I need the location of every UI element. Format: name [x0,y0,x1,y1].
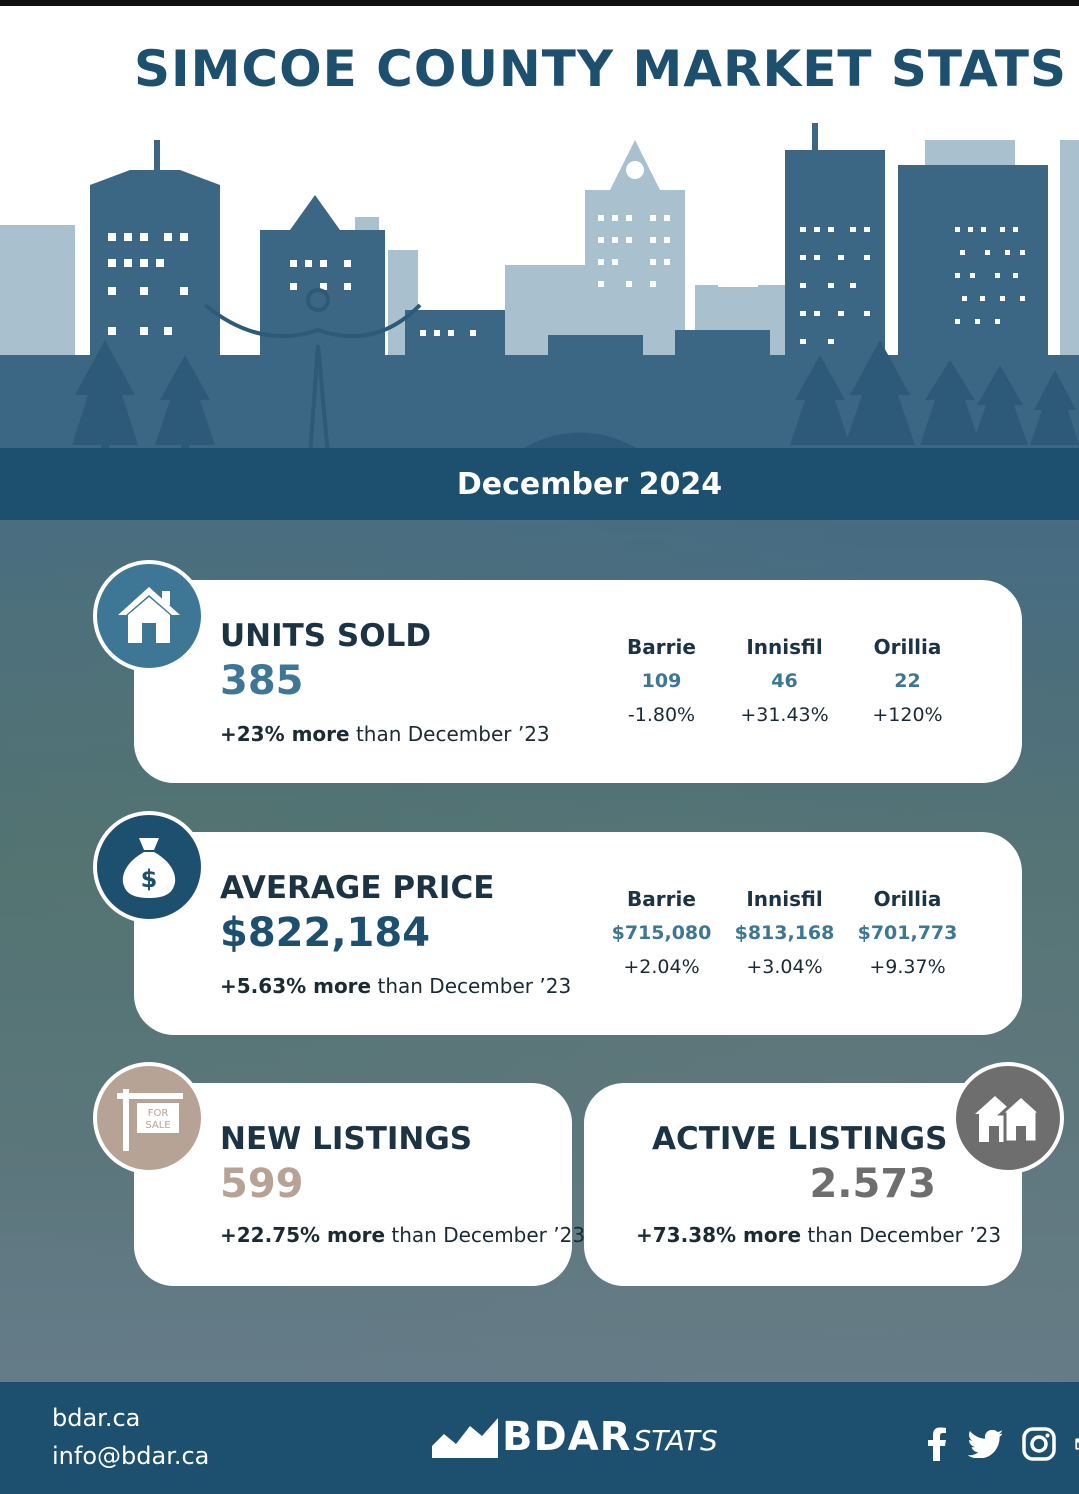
period-band: December 2024 [0,448,1079,520]
town-name: Innisfil [746,887,823,911]
town-value: $813,168 [734,922,835,944]
twitter-icon[interactable] [967,1424,1003,1464]
town-change: +2.04% [623,956,700,978]
town-name: Orillia [873,887,942,911]
town-column-barrie: Barrie $715,080 +2.04% [600,882,723,984]
brand-name: BDAR [502,1414,632,1460]
chart-logo-icon [430,1414,500,1458]
new-listings-value: 599 [220,1161,304,1207]
town-value: $701,773 [857,922,958,944]
for-sale-sign-icon: FOR SALE [93,1062,205,1174]
active-listings-heading: ACTIVE LISTINGS [652,1121,948,1157]
page-title: SIMCOE COUNTY MARKET STATS [134,40,1068,98]
town-value: $715,080 [611,922,712,944]
period-label: December 2024 [456,466,723,502]
town-name: Innisfil [746,635,823,659]
skyline-illustration [0,123,1079,455]
town-column-barrie: Barrie 109 -1.80% [600,630,723,732]
town-name: Barrie [627,635,696,659]
town-column-orillia: Orillia 22 +120% [846,630,969,732]
average-price-towns: Barrie $715,080 +2.04% Innisfil $813,168… [600,882,969,984]
average-price-value: $822,184 [220,910,431,956]
town-column-orillia: Orillia $701,773 +9.37% [846,882,969,984]
town-change: -1.80% [627,704,696,726]
units-sold-value: 385 [220,658,304,704]
active-listings-note: +73.38% more than December ’23 [636,1223,1002,1247]
for-sale-sign-line1: FOR [148,1108,169,1119]
linkedin-icon[interactable] [1075,1424,1079,1464]
town-value: 46 [771,670,798,692]
town-value: 109 [641,670,682,692]
website-link[interactable]: bdar.ca [52,1404,141,1432]
new-listings-card: NEW LISTINGS 599 +22.75% more than Decem… [134,1083,585,1286]
units-sold-towns: Barrie 109 -1.80% Innisfil 46 +31.43% Or… [600,630,969,732]
town-change: +3.04% [746,956,823,978]
average-price-note: +5.63% more than December ’23 [220,974,572,998]
town-name: Orillia [873,635,942,659]
town-name: Barrie [627,887,696,911]
town-change: +120% [872,704,943,726]
active-listings-value: 2.573 [809,1161,936,1207]
footer [0,1382,1079,1494]
town-change: +9.37% [869,956,946,978]
houses-icon [952,1062,1064,1174]
svg-text:$: $ [141,865,158,893]
new-listings-heading: NEW LISTINGS [220,1121,473,1157]
house-icon [93,560,205,672]
town-value: 22 [894,670,921,692]
email-link[interactable]: info@bdar.ca [52,1442,210,1470]
town-column-innisfil: Innisfil $813,168 +3.04% [723,882,846,984]
instagram-icon[interactable] [1021,1424,1057,1464]
town-column-innisfil: Innisfil 46 +31.43% [723,630,846,732]
facebook-icon[interactable] [925,1424,949,1464]
active-listings-card: ACTIVE LISTINGS 2.573 +73.38% more than … [584,1083,1022,1286]
brand-suffix: STATS [633,1424,718,1457]
for-sale-sign-line2: SALE [145,1120,170,1131]
units-sold-card: UNITS SOLD 385 +23% more than December ’… [134,580,1022,783]
social-links [925,1424,1079,1464]
bdar-stats-logo: BDAR STATS [430,1414,718,1460]
average-price-heading: AVERAGE PRICE [220,870,495,906]
top-strip [0,0,1079,6]
money-bag-icon: $ [93,811,205,923]
average-price-card: AVERAGE PRICE $822,184 +5.63% more than … [134,832,1022,1035]
new-listings-note: +22.75% more than December ’23 [220,1223,586,1247]
town-change: +31.43% [740,704,829,726]
units-sold-note: +23% more than December ’23 [220,722,550,746]
units-sold-heading: UNITS SOLD [220,618,432,654]
